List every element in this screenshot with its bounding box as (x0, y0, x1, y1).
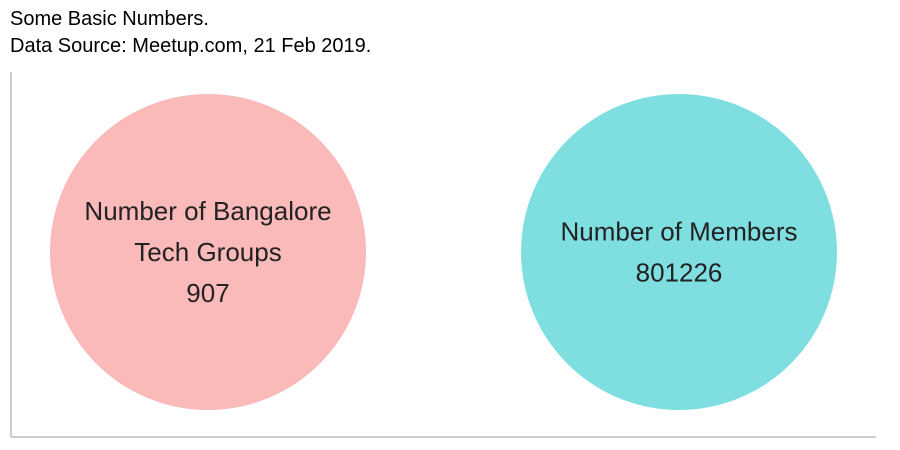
bubble-value: 907 (186, 278, 229, 308)
bubble-2: Number of Members 801226 (521, 94, 837, 410)
chart-title: Some Basic Numbers. (10, 8, 209, 30)
chart-subtitle: Data Source: Meetup.com, 21 Feb 2019. (10, 35, 372, 57)
bubble-circle (521, 94, 837, 410)
bubble-1: Number of Bangalore Tech Groups 907 (50, 94, 366, 410)
chart-title-block: Some Basic Numbers. Data Source: Meetup.… (10, 6, 371, 60)
bubble-label-line: Number of Bangalore (84, 196, 331, 226)
bubble-value: 801226 (636, 258, 723, 288)
bubble-label-line: Number of Members (561, 217, 798, 247)
bubble-circle (50, 94, 366, 410)
bubble-label-line: Tech Groups (134, 237, 281, 267)
